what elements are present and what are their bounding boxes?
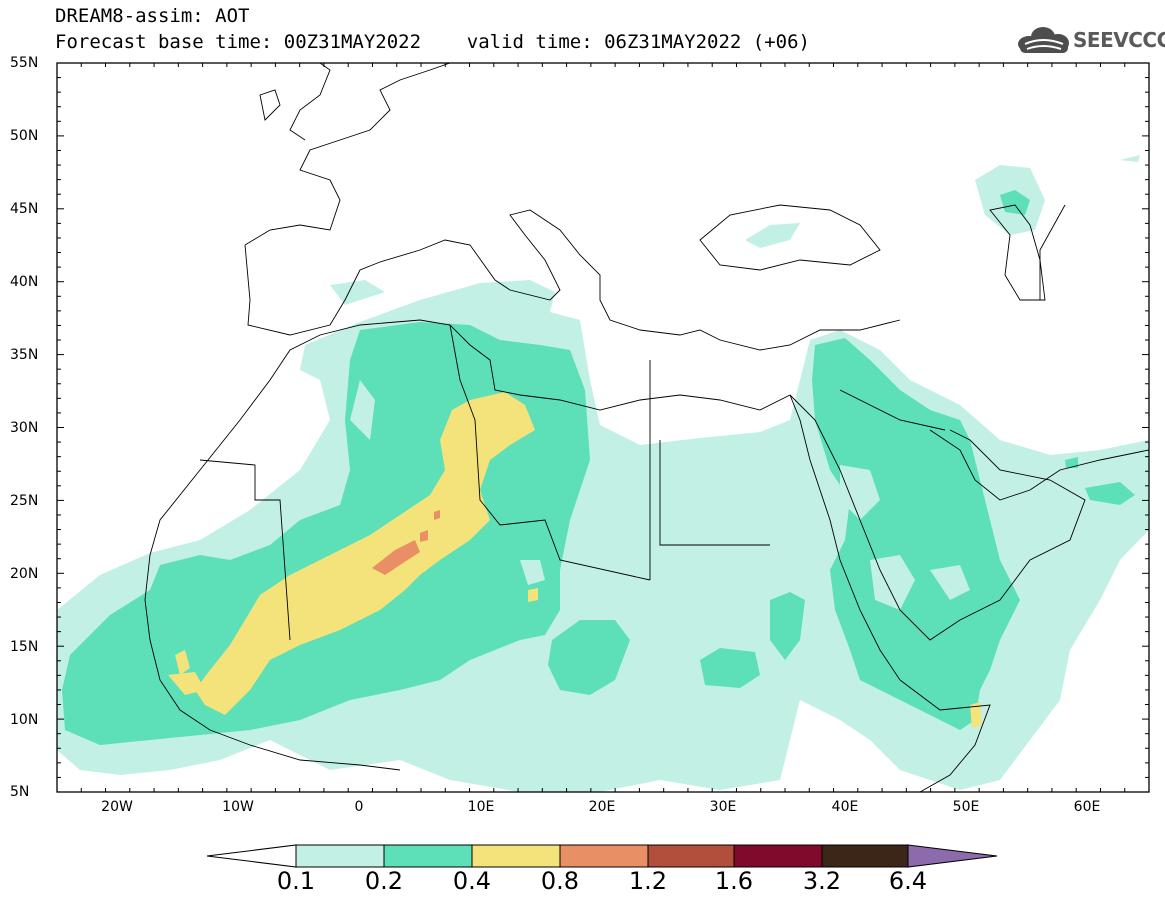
lon-label: 20W [101, 799, 133, 815]
colorbar-swatch [647, 844, 735, 868]
colorbar-label: 0.2 [364, 867, 404, 895]
colorbar-swatch [471, 844, 561, 868]
coastlines [144, 63, 1149, 792]
lon-label: 0 [354, 799, 364, 815]
lat-label: 30N [10, 420, 39, 436]
lat-label: 25N [10, 493, 39, 509]
axis-ticks [56, 62, 1150, 793]
lon-label: 20E [588, 799, 616, 815]
forecast-time-line: Forecast base time: 00Z31MAY2022 valid t… [55, 31, 810, 53]
colorbar-low-arrow [206, 844, 297, 868]
lon-label: 40E [831, 799, 859, 815]
colorbar-swatch [733, 844, 823, 868]
lon-label: 50E [952, 799, 980, 815]
aot-shading [57, 155, 1149, 792]
lat-label: 10N [10, 712, 39, 728]
lat-label: 40N [10, 274, 39, 290]
lon-label: 10W [222, 799, 254, 815]
colorbar-label: 0.1 [276, 867, 316, 895]
lat-label: 35N [10, 347, 39, 363]
lat-label: 20N [10, 566, 39, 582]
lat-label: 15N [10, 639, 39, 655]
colorbar-high-arrow [907, 844, 998, 868]
colorbar-swatch [821, 844, 909, 868]
lat-label: 5N [10, 784, 30, 800]
colorbar-label: 0.8 [540, 867, 580, 895]
colorbar-label: 0.4 [452, 867, 492, 895]
colorbar-swatch [559, 844, 649, 868]
colorbar [206, 844, 998, 868]
colorbar-label: 1.2 [628, 867, 668, 895]
colorbar-swatch [383, 844, 473, 868]
lon-label: 60E [1073, 799, 1101, 815]
logo-text: SEEVCCC [1073, 28, 1165, 52]
lon-label: 30E [709, 799, 737, 815]
lat-label: 50N [10, 128, 39, 144]
lat-label: 55N [10, 55, 39, 71]
colorbar-label: 1.6 [714, 867, 754, 895]
colorbar-label: 6.4 [888, 867, 928, 895]
cloud-logo-icon [1018, 27, 1069, 53]
lat-label: 45N [10, 201, 39, 217]
lon-label: 10E [467, 799, 495, 815]
map-title: DREAM8-assim: AOT [55, 5, 250, 27]
colorbar-swatch [295, 844, 385, 868]
colorbar-label: 3.2 [802, 867, 842, 895]
